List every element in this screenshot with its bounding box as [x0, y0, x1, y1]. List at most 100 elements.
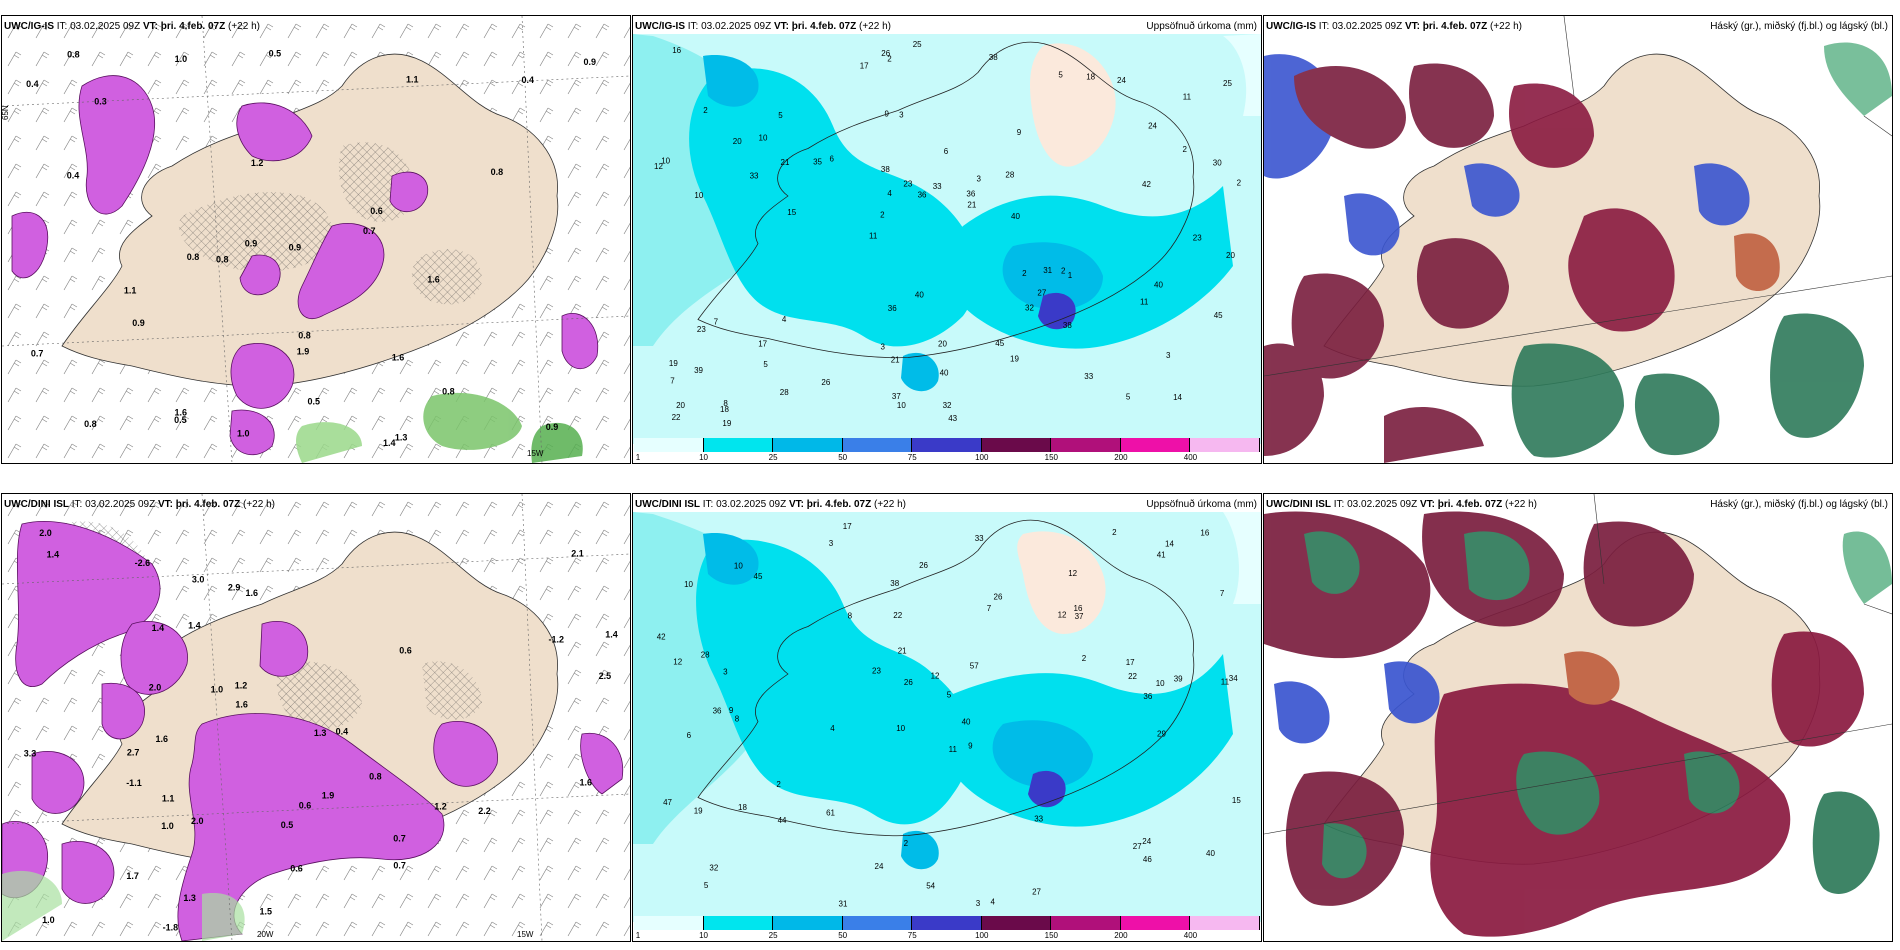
legend-swatch: [1051, 916, 1121, 930]
precip-value: 12: [931, 672, 940, 681]
wind-value: 0.7: [393, 860, 406, 870]
precip-value: 3: [723, 667, 728, 676]
wind-value: 0.5: [281, 820, 294, 830]
map-panel-dini-wind[interactable]: UWC/DINI ISL IT: 03.02.2025 09Z VT: þri.…: [1, 493, 631, 942]
precip-value: 1: [1068, 271, 1073, 280]
legend-tick-label: 1: [635, 453, 641, 462]
panel-title: UWC/DINI ISL IT: 03.02.2025 09Z VT: þri.…: [4, 499, 275, 510]
precip-value: 16: [672, 46, 681, 55]
legend-swatch: [981, 438, 1052, 452]
precip-value: 12: [1058, 611, 1067, 620]
precip-value: 26: [904, 678, 913, 687]
precip-value: 12: [654, 162, 663, 171]
map-panel-dini-cloud[interactable]: UWC/DINI ISL IT: 03.02.2025 09Z VT: þri.…: [1263, 493, 1893, 942]
precip-value: 27: [1032, 888, 1041, 897]
precip-value: 3: [899, 111, 904, 120]
legend-tick-label: 200: [1114, 453, 1128, 462]
precip-value: 21: [898, 647, 907, 656]
precip-value-labels: 1410111198967675331222222345545324335333…: [654, 40, 1242, 428]
map-panel-igis-wind[interactable]: UWC/IG-IS IT: 03.02.2025 09Z VT: þri. 4.…: [1, 15, 631, 464]
legend-swatch: [912, 916, 982, 930]
map-panel-igis-precip[interactable]: UWC/IG-IS IT: 03.02.2025 09Z VT: þri. 4.…: [632, 15, 1262, 464]
wind-value: 1.0: [161, 821, 174, 831]
precip-value: 21: [891, 356, 900, 365]
legend-swatch: [842, 438, 913, 452]
wind-value: 1.6: [156, 734, 169, 744]
precip-value: 10: [759, 134, 768, 143]
precip-value: 18: [720, 405, 729, 414]
precip-value: 10: [734, 562, 743, 571]
precip-value: 24: [1117, 76, 1126, 85]
legend-tick-label: 75: [907, 453, 917, 462]
precip-value: 10: [1156, 679, 1165, 688]
precip-value: 36: [713, 707, 722, 716]
precip-value: 34: [1229, 674, 1238, 683]
legend-tick-label: 100: [975, 931, 989, 940]
precip-value: 26: [821, 378, 830, 387]
wind-value: 1.1: [162, 793, 175, 803]
precip-value: 19: [1010, 355, 1019, 364]
cloud-map: [1264, 494, 1892, 937]
legend-tick-label: 75: [907, 931, 917, 940]
precip-value: 16: [1200, 529, 1209, 538]
legend-swatch: [981, 916, 1052, 930]
cloud-map: [1264, 16, 1892, 463]
precip-value: 7: [714, 317, 719, 326]
precip-value: 3: [976, 899, 981, 908]
wind-value: 1.9: [322, 791, 335, 801]
precip-value: 23: [903, 179, 912, 188]
precip-value: 9: [1017, 128, 1022, 137]
wind-value: -2.6: [135, 558, 151, 568]
precip-value: 26: [994, 592, 1003, 601]
precip-value: 19: [722, 419, 731, 428]
precip-value: 2: [1237, 179, 1242, 188]
precip-value: 46: [1143, 855, 1152, 864]
precip-value: 36: [888, 304, 897, 313]
wind-value: 0.8: [84, 419, 97, 429]
precip-value: 17: [860, 62, 869, 71]
wind-value: 1.4: [152, 623, 165, 633]
map-panel-igis-cloud[interactable]: UWC/IG-IS IT: 03.02.2025 09Z VT: þri. 4.…: [1263, 15, 1893, 464]
precip-value: 6: [687, 731, 692, 740]
wind-value: 0.7: [31, 349, 44, 359]
wind-value-labels: 1.4 2.0 3.3 2.1 1.4 0.7 1.6 2.0 1.0 1.2 1.0 0.4 -1.8…: [24, 528, 618, 933]
wind-value-labels: 1.0 1.4 1.6 0.8 1.0 0.3 0.8 0.9 0.5 1.2 0.4 0.5 0.9 1…: [26, 48, 596, 447]
precip-value: 33: [933, 182, 942, 191]
precip-value: 7: [987, 604, 992, 613]
precip-value: 15: [787, 208, 796, 217]
wind-value: 1.3: [395, 432, 408, 442]
precip-value: 35: [813, 157, 822, 166]
wind-value: 1.6: [235, 700, 248, 710]
wind-value: 0.8: [369, 771, 382, 781]
wind-value: 1.1: [406, 74, 419, 84]
precip-value: 40: [915, 290, 924, 299]
precip-value: 43: [948, 414, 957, 423]
precip-value: 19: [694, 807, 703, 816]
legend-swatch: [703, 916, 774, 930]
precip-value: 32: [1025, 304, 1034, 313]
legend-swatch: [773, 438, 843, 452]
precip-value: 22: [893, 611, 902, 620]
map-panel-dini-precip[interactable]: UWC/DINI ISL IT: 03.02.2025 09Z VT: þri.…: [632, 493, 1262, 942]
precip-value: 5: [947, 690, 952, 699]
legend-tick-label: 25: [768, 931, 778, 940]
lon-label: 15W: [527, 449, 544, 458]
precip-value: 40: [1206, 849, 1215, 858]
precip-value: 2: [904, 839, 909, 848]
precip-value: 2: [1061, 266, 1066, 275]
precip-value: 30: [1213, 158, 1222, 167]
precip-legend: 1 10 25 50 75 100 150 200 400: [634, 916, 1260, 940]
wind-value: 0.7: [363, 226, 376, 236]
wind-value: 0.9: [132, 318, 145, 328]
wind-value: 2.5: [599, 671, 612, 681]
panel-title: UWC/IG-IS IT: 03.02.2025 09Z VT: þri. 4.…: [4, 21, 260, 32]
wind-value: 2.1: [571, 548, 584, 558]
precip-value: 17: [758, 340, 767, 349]
legend-tick-label: 200: [1114, 931, 1128, 940]
legend-swatch: [1190, 916, 1260, 930]
precip-value: 23: [1193, 233, 1202, 242]
wind-value: 0.4: [522, 75, 535, 85]
precip-value: 37: [892, 392, 901, 401]
wind-value: -1.2: [549, 634, 565, 644]
precip-value: 4: [991, 898, 996, 907]
